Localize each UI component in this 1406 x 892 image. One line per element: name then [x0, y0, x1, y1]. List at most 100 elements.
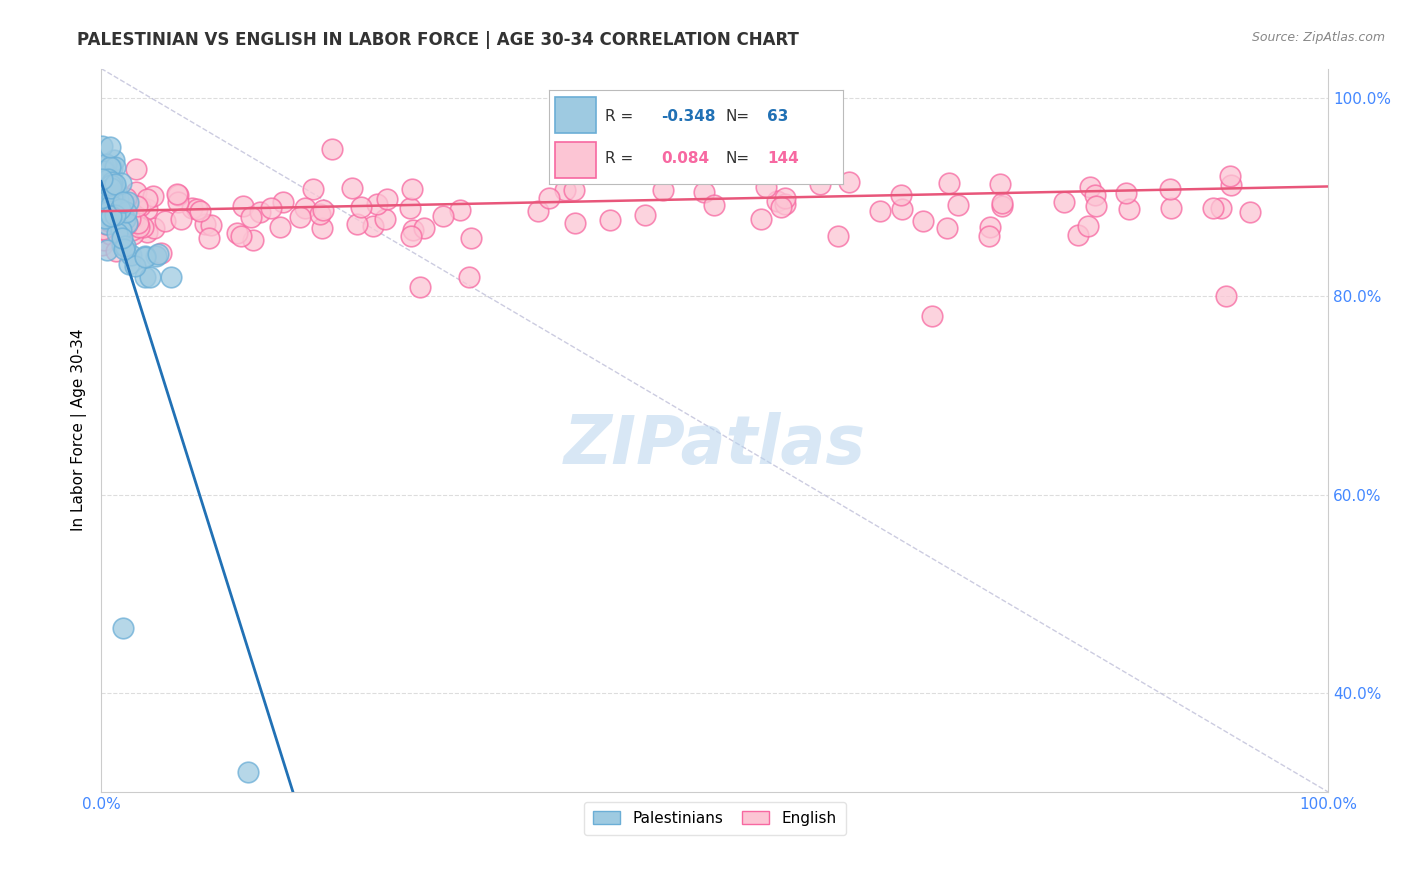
Point — [115, 204, 138, 219]
Point — [562, 183, 585, 197]
Point — [938, 176, 960, 190]
Point — [1159, 181, 1181, 195]
Point — [166, 187, 188, 202]
Point — [125, 162, 148, 177]
Point — [96, 217, 118, 231]
Point — [115, 217, 138, 231]
Point — [139, 269, 162, 284]
Point — [412, 220, 434, 235]
Point — [1239, 204, 1261, 219]
Point — [111, 221, 134, 235]
Point — [91, 198, 114, 212]
Point — [117, 194, 139, 209]
Point — [114, 212, 136, 227]
Point — [104, 200, 127, 214]
Point — [773, 197, 796, 211]
Point — [104, 211, 127, 226]
Point — [311, 202, 333, 217]
Point — [869, 203, 891, 218]
Point — [136, 202, 159, 217]
Point — [115, 215, 138, 229]
Point — [91, 171, 114, 186]
Point — [98, 188, 121, 202]
Point — [110, 176, 132, 190]
Point — [100, 161, 122, 175]
Point — [98, 211, 121, 226]
Point — [460, 231, 482, 245]
Point — [374, 212, 396, 227]
Point — [766, 194, 789, 209]
Point — [122, 210, 145, 224]
Point — [537, 191, 560, 205]
Point — [91, 222, 114, 236]
Point — [200, 218, 222, 232]
Point — [101, 205, 124, 219]
Point — [101, 175, 124, 189]
Point — [808, 177, 831, 191]
Point — [167, 195, 190, 210]
Point — [103, 195, 125, 210]
Point — [399, 229, 422, 244]
Point — [91, 139, 114, 153]
Point — [111, 238, 134, 252]
Point — [755, 180, 778, 194]
Point — [145, 249, 167, 263]
Point — [1115, 186, 1137, 201]
Point — [194, 217, 217, 231]
Point — [100, 198, 122, 212]
Point — [311, 221, 333, 235]
Point — [271, 194, 294, 209]
Point — [838, 175, 860, 189]
Point — [107, 191, 129, 205]
Point — [134, 249, 156, 263]
Point — [458, 269, 481, 284]
Point — [91, 190, 114, 204]
Point — [366, 197, 388, 211]
Point — [111, 230, 134, 244]
Point — [100, 187, 122, 202]
Point — [100, 178, 122, 193]
Point — [148, 246, 170, 260]
Point — [98, 214, 121, 228]
Point — [134, 251, 156, 265]
Point — [988, 178, 1011, 192]
Point — [363, 219, 385, 234]
Point — [340, 181, 363, 195]
Point — [634, 209, 657, 223]
Point — [100, 181, 122, 195]
Point — [101, 190, 124, 204]
Point — [890, 188, 912, 202]
Point — [990, 196, 1012, 211]
Point — [98, 140, 121, 154]
Point — [103, 188, 125, 202]
Point — [112, 243, 135, 257]
Point — [101, 217, 124, 231]
Point — [104, 208, 127, 222]
Point — [1077, 219, 1099, 234]
Point — [96, 217, 118, 231]
Point — [935, 221, 957, 235]
Point — [703, 198, 725, 212]
Point — [93, 233, 115, 247]
Point — [827, 229, 849, 244]
Point — [129, 199, 152, 213]
Point — [1219, 169, 1241, 183]
Text: ZIPatlas: ZIPatlas — [564, 412, 866, 478]
Point — [108, 212, 131, 227]
Point — [118, 257, 141, 271]
Point — [350, 200, 373, 214]
Point — [321, 142, 343, 156]
Point — [260, 201, 283, 215]
Point — [1219, 178, 1241, 192]
Point — [91, 219, 114, 233]
Point — [93, 213, 115, 227]
Point — [114, 191, 136, 205]
Point — [110, 223, 132, 237]
Point — [309, 207, 332, 221]
Point — [103, 214, 125, 228]
Point — [166, 188, 188, 202]
Point — [127, 216, 149, 230]
Point — [93, 163, 115, 178]
Point — [136, 225, 159, 239]
Point — [1211, 201, 1233, 215]
